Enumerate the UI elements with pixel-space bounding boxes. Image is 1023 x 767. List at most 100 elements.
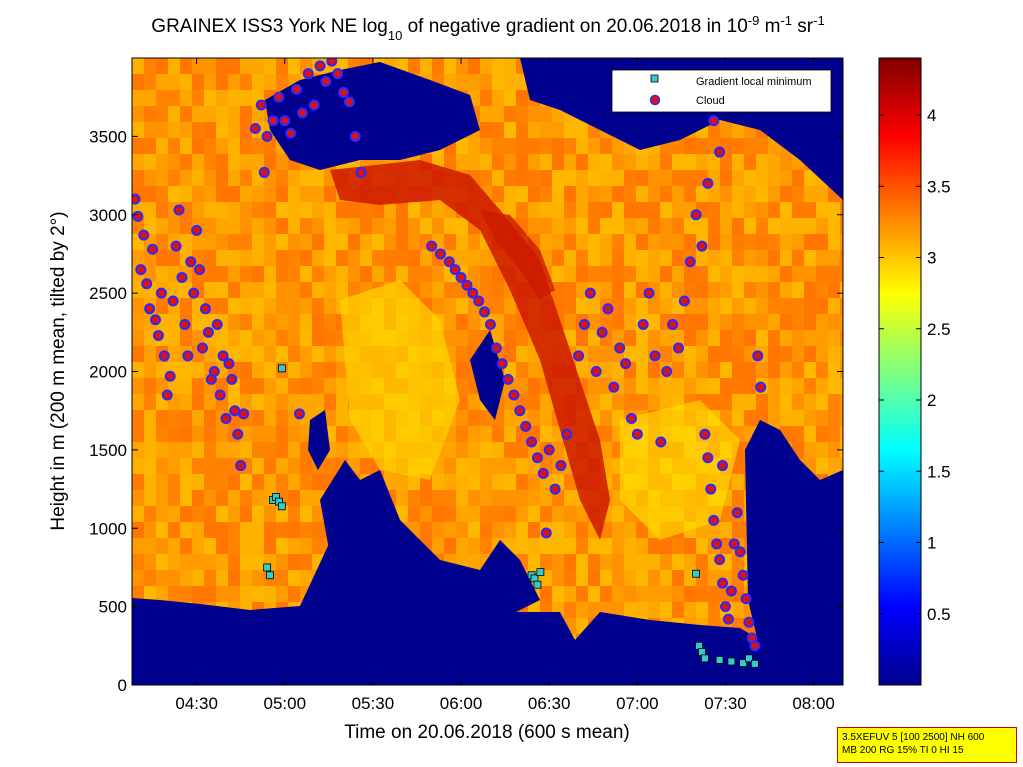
heatmap-cell [636, 362, 648, 378]
cloud-point [467, 287, 479, 299]
heatmap-cell [228, 442, 240, 458]
heatmap-cell [756, 202, 768, 218]
cloud-point [223, 358, 235, 370]
heatmap-cell [576, 170, 588, 186]
heatmap-cell [204, 474, 216, 490]
heatmap-cell [264, 266, 276, 282]
heatmap-cell [816, 410, 828, 426]
heatmap-cell [504, 122, 516, 138]
cloud-point [176, 271, 188, 283]
heatmap-cell [216, 458, 228, 474]
heatmap-cell [804, 298, 816, 314]
heatmap-cell [648, 538, 660, 554]
heatmap-cell [264, 474, 276, 490]
heatmap-cell [324, 330, 336, 346]
heatmap-cell [444, 298, 456, 314]
heatmap-cell [432, 538, 444, 554]
heatmap-cell [456, 426, 468, 442]
cloud-point [631, 428, 643, 440]
heatmap-cell [696, 346, 708, 362]
heatmap-cell [720, 330, 732, 346]
heatmap-cell [420, 250, 432, 266]
heatmap-cell [480, 490, 492, 506]
heatmap-cell [504, 74, 516, 90]
heatmap-cell [792, 266, 804, 282]
cloud-point [549, 483, 561, 495]
heatmap-cell [600, 346, 612, 362]
heatmap-cell [696, 538, 708, 554]
heatmap-cell [444, 474, 456, 490]
heatmap-cell [360, 234, 372, 250]
heatmap-cell [828, 362, 840, 378]
cloud-point [320, 76, 332, 88]
heatmap-cell [624, 298, 636, 314]
heatmap-cell [240, 362, 252, 378]
heatmap-cell [504, 314, 516, 330]
heatmap-cell [540, 554, 552, 570]
heatmap-cell [720, 250, 732, 266]
heatmap-cell [144, 538, 156, 554]
heatmap-cell [240, 250, 252, 266]
gradient-minimum-point [715, 656, 724, 664]
colorbar-tick-label: 1 [927, 534, 936, 553]
cloud-point [672, 342, 684, 354]
heatmap-cell [648, 170, 660, 186]
heatmap-cell [540, 122, 552, 138]
heatmap-cell [300, 362, 312, 378]
heatmap-cell [408, 234, 420, 250]
heatmap-cell [216, 554, 228, 570]
heatmap-cell [516, 474, 528, 490]
heatmap-cell [804, 186, 816, 202]
heatmap-cell [648, 570, 660, 586]
heatmap-cell [600, 218, 612, 234]
heatmap-cell [780, 394, 792, 410]
cloud-point [132, 210, 144, 222]
heatmap-cell [360, 458, 372, 474]
heatmap-cell [252, 186, 264, 202]
heatmap-cell [588, 250, 600, 266]
heatmap-cell [744, 410, 756, 426]
heatmap-cell [288, 218, 300, 234]
heatmap-cell [732, 170, 744, 186]
heatmap-cell [684, 346, 696, 362]
heatmap-cell [660, 538, 672, 554]
heatmap-cell [636, 330, 648, 346]
heatmap-cell [636, 154, 648, 170]
heatmap-cell [444, 282, 456, 298]
heatmap-cell [192, 330, 204, 346]
heatmap-cell [828, 378, 840, 394]
heatmap-cell [660, 266, 672, 282]
heatmap-cell [456, 74, 468, 90]
heatmap-cell [156, 458, 168, 474]
heatmap-cell [216, 570, 228, 586]
cloud-point [235, 460, 247, 472]
heatmap-cell [276, 570, 288, 586]
heatmap-cell [624, 266, 636, 282]
cloud-point [296, 107, 308, 119]
heatmap-cell [804, 426, 816, 442]
heatmap-cell [816, 266, 828, 282]
heatmap-cell [228, 186, 240, 202]
heatmap-cell [804, 266, 816, 282]
heatmap-cell [732, 330, 744, 346]
heatmap-cell [828, 442, 840, 458]
heatmap-cell [564, 250, 576, 266]
cloud-point [708, 514, 720, 526]
heatmap-cell [516, 330, 528, 346]
heatmap-cell [204, 74, 216, 90]
heatmap-cell [144, 362, 156, 378]
heatmap-cell [720, 346, 732, 362]
cloud-point [293, 408, 305, 420]
heatmap-cell [300, 186, 312, 202]
heatmap-cell [636, 202, 648, 218]
heatmap-cell [744, 218, 756, 234]
heatmap-cell [156, 250, 168, 266]
heatmap-cell [288, 426, 300, 442]
heatmap-cell [660, 218, 672, 234]
heatmap-cell [828, 346, 840, 362]
heatmap-cell [252, 554, 264, 570]
cloud-point [141, 278, 153, 290]
heatmap-cell [192, 170, 204, 186]
heatmap-cell [444, 74, 456, 90]
heatmap-cell [468, 314, 480, 330]
